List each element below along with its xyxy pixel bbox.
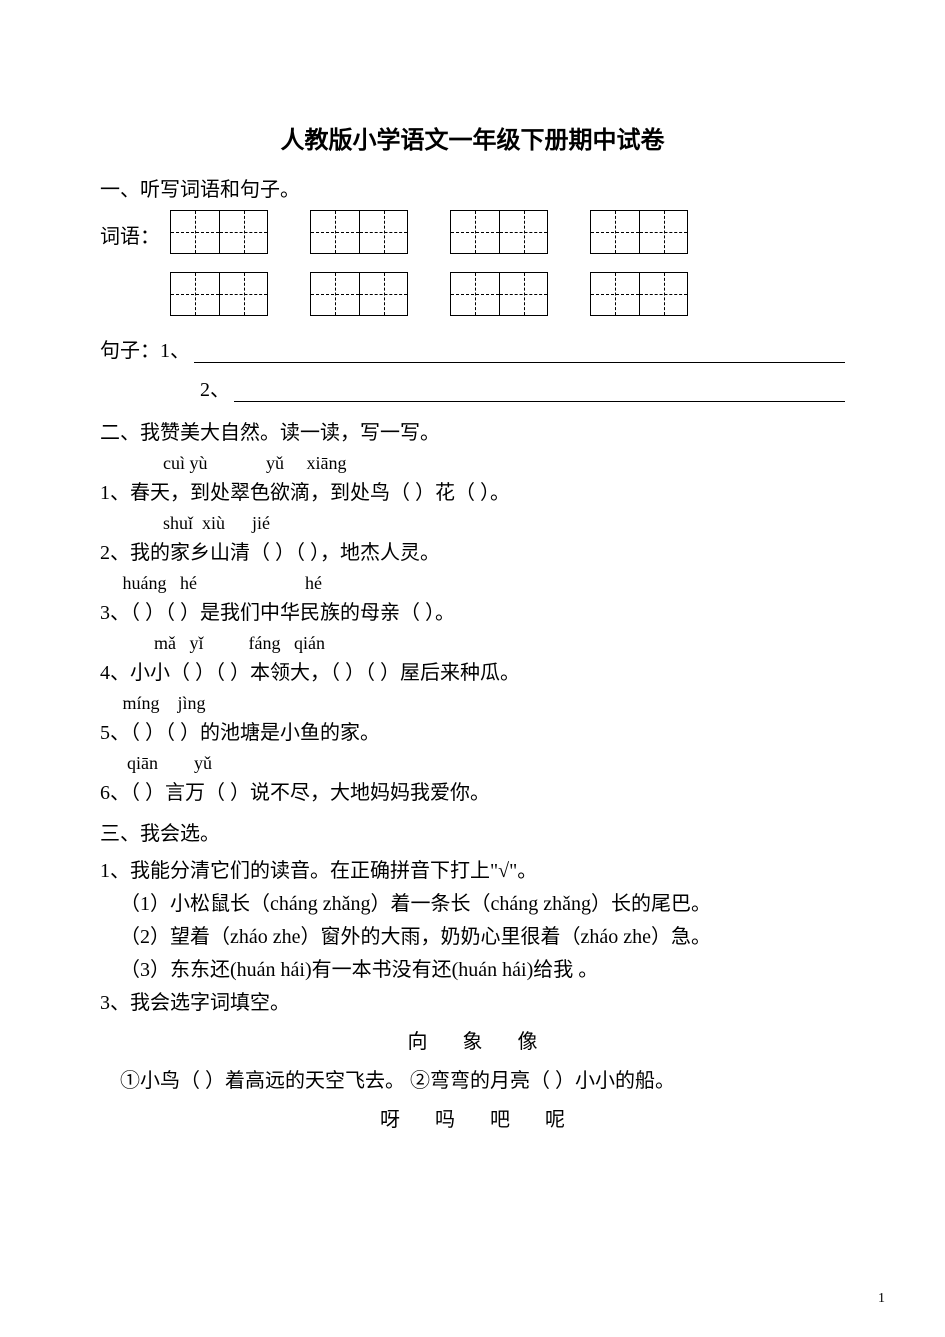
question-line: 5、（ ）（ ）的池塘是小鱼的家。 — [100, 716, 845, 745]
pinyin-line: shuǐ xiù jié — [100, 513, 845, 534]
question-line: 2、我的家乡山清（ ）（ ），地杰人灵。 — [100, 536, 845, 565]
sentence-2-blank[interactable] — [234, 380, 845, 402]
section-2-head: 二、我赞美大自然。读一读，写一写。 — [100, 416, 845, 445]
question-line: 6、（ ）言万（ ）说不尽，大地妈妈我爱你。 — [100, 776, 845, 805]
q3-1-item: （2）望着（zháo zhe）窗外的大雨，奶奶心里很着（zháo zhe）急。 — [100, 920, 845, 949]
sentence-1-blank[interactable] — [194, 341, 845, 363]
tianzige-row-1 — [170, 210, 688, 254]
q3-1-item: （1）小松鼠长（cháng zhǎng）着一条长（cháng zhǎng）长的尾… — [100, 887, 845, 916]
pinyin-line: cuì yù yǔ xiāng — [100, 453, 845, 474]
q3-1-head: 1、我能分清它们的读音。在正确拼音下打上"√"。 — [100, 854, 845, 883]
tianzige-row-2 — [170, 272, 688, 316]
tianzige-box[interactable] — [170, 210, 268, 254]
choice-words: 向 象 像 — [100, 1025, 845, 1054]
tianzige-box[interactable] — [450, 272, 548, 316]
sentence-2-label: 2、 — [200, 373, 230, 402]
choice-words: 呀 吗 吧 呢 — [100, 1103, 845, 1132]
tianzige-box[interactable] — [450, 210, 548, 254]
tianzige-grid — [170, 210, 688, 316]
section-3-head: 三、我会选。 — [100, 817, 845, 846]
question-line: 1、春天，到处翠色欲滴，到处鸟（ ）花（ ）。 — [100, 476, 845, 505]
tianzige-box[interactable] — [310, 272, 408, 316]
sentence-1-label: 句子：1、 — [100, 334, 190, 363]
words-label: 词语： — [100, 210, 170, 249]
sentence-2-row: 2、 — [100, 373, 845, 402]
pinyin-line: qiān yǔ — [100, 753, 845, 774]
tianzige-box[interactable] — [590, 210, 688, 254]
page-number: 1 — [878, 1291, 885, 1307]
pinyin-line: mǎ yǐ fáng qián — [100, 633, 845, 654]
words-section: 词语： — [100, 210, 845, 316]
tianzige-box[interactable] — [590, 272, 688, 316]
q3-3-item: ①小鸟（ ）着高远的天空飞去。 ②弯弯的月亮（ ）小小的船。 — [100, 1064, 845, 1093]
section-1-head: 一、听写词语和句子。 — [100, 173, 845, 202]
sentence-1-row: 句子：1、 — [100, 334, 845, 363]
pinyin-line: huáng hé hé — [100, 573, 845, 594]
tianzige-box[interactable] — [310, 210, 408, 254]
q3-3-head: 3、我会选字词填空。 — [100, 986, 845, 1015]
question-line: 3、（ ）（ ）是我们中华民族的母亲（ ）。 — [100, 596, 845, 625]
pinyin-line: míng jìng — [100, 693, 845, 714]
question-line: 4、小小（ ）（ ）本领大，（ ）（ ）屋后来种瓜。 — [100, 656, 845, 685]
tianzige-box[interactable] — [170, 272, 268, 316]
page-title: 人教版小学语文一年级下册期中试卷 — [100, 120, 845, 155]
q3-1-item: （3）东东还(huán hái)有一本书没有还(huán hái)给我 。 — [100, 953, 845, 982]
